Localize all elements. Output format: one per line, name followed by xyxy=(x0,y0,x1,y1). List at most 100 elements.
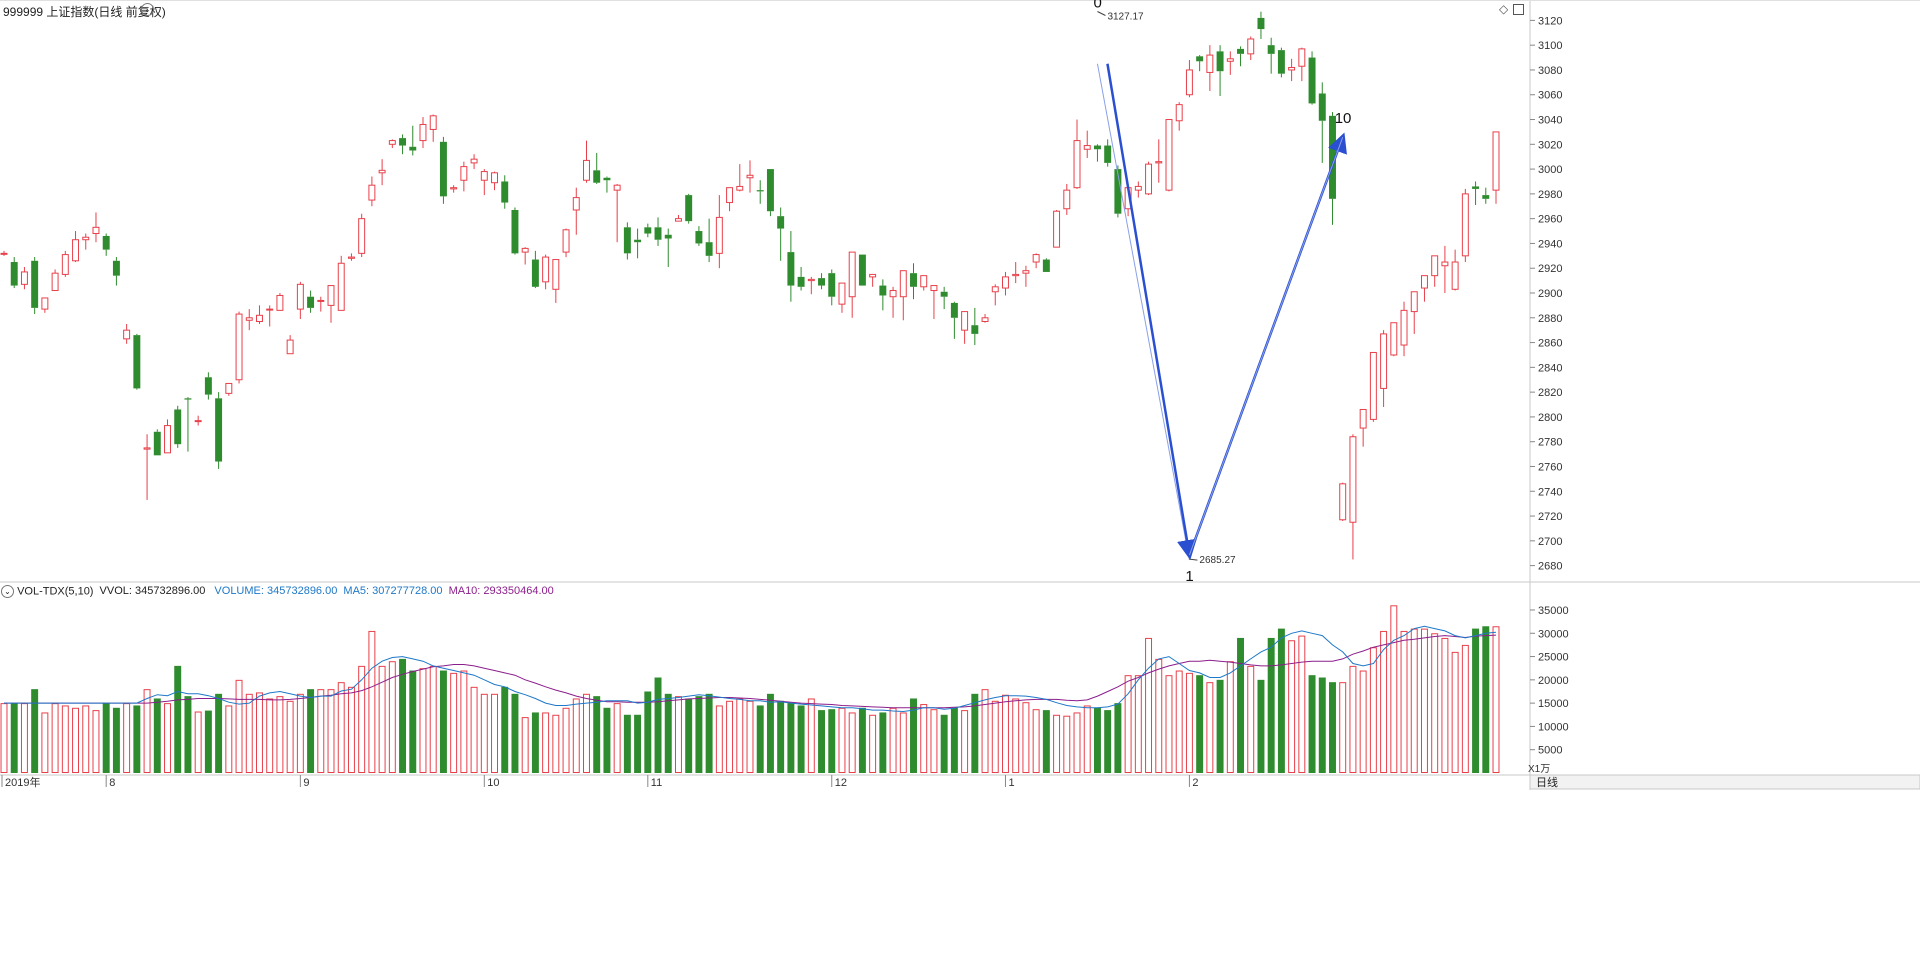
volume-bar xyxy=(296,693,304,774)
candle-body xyxy=(685,195,693,222)
volume-bar xyxy=(583,693,590,774)
price-tick-label: 3080 xyxy=(1538,65,1562,77)
candle-body xyxy=(1002,276,1009,289)
date-tick-label: 12 xyxy=(835,777,847,789)
volume-bar xyxy=(31,689,39,773)
candle-body xyxy=(1083,145,1091,150)
volume-bar xyxy=(1165,675,1173,773)
volume-bar xyxy=(1206,682,1214,774)
title-collapse-icon[interactable]: ⌄ xyxy=(141,3,154,16)
candle xyxy=(818,273,826,290)
candle-body xyxy=(695,231,703,244)
candle xyxy=(358,213,366,258)
candle xyxy=(82,233,90,250)
candle xyxy=(388,139,396,149)
candle xyxy=(572,187,580,235)
candle-body xyxy=(1472,186,1480,189)
candle-body xyxy=(981,317,989,323)
volume-bar xyxy=(991,700,999,773)
candle xyxy=(746,160,754,193)
volume-bar xyxy=(102,703,110,773)
candle xyxy=(1400,301,1408,357)
candle-body xyxy=(296,283,304,310)
volume-collapse-icon[interactable]: ⌄ xyxy=(1,585,14,598)
candle-body xyxy=(10,262,18,286)
price-tick-label: 3000 xyxy=(1538,164,1562,176)
candle-body xyxy=(1288,66,1296,71)
candle xyxy=(828,269,836,306)
volume-bar xyxy=(409,670,417,773)
candle xyxy=(1104,139,1112,167)
volume-bar xyxy=(123,703,131,774)
volume-bar xyxy=(307,689,315,773)
candle xyxy=(368,176,376,207)
candle xyxy=(1145,161,1153,196)
candle-body xyxy=(337,262,345,311)
candle xyxy=(1339,482,1347,521)
price-tick-label: 2680 xyxy=(1538,561,1562,573)
volume-bar xyxy=(1308,675,1316,773)
volume-bar xyxy=(266,698,274,774)
volume-bar xyxy=(644,691,652,773)
volume-bar xyxy=(72,707,80,774)
candle-body xyxy=(123,329,131,340)
candle-body xyxy=(531,259,539,287)
volume-bar xyxy=(1288,640,1296,773)
candle-body xyxy=(572,197,580,211)
candle-body xyxy=(1492,131,1500,191)
candle-body xyxy=(1420,275,1428,289)
candle xyxy=(419,117,427,149)
candle-body xyxy=(787,252,795,286)
candle-body xyxy=(991,286,999,293)
volume-bar xyxy=(51,703,59,774)
volume-bar xyxy=(1492,626,1500,773)
volume-indicator-name[interactable]: VOL-TDX(5,10) xyxy=(17,585,94,598)
candle-body xyxy=(1114,169,1122,214)
candle-body xyxy=(491,172,498,184)
volume-bar xyxy=(1472,628,1480,773)
volume-bar xyxy=(940,714,948,773)
price-tick-label: 2940 xyxy=(1538,238,1562,250)
candle xyxy=(950,301,958,339)
diamond-icon[interactable]: ◇ xyxy=(1499,2,1509,16)
candle-body xyxy=(950,302,958,318)
low-pointer xyxy=(1189,558,1198,561)
volume-bar xyxy=(1175,670,1183,773)
candle-body xyxy=(838,282,846,305)
candle-body xyxy=(1369,351,1377,420)
volume-bar xyxy=(1267,637,1275,773)
candle-body xyxy=(634,239,642,243)
volume-bar xyxy=(726,700,734,773)
candle xyxy=(1349,434,1357,560)
volume-bar xyxy=(1441,637,1449,774)
price-tick-label: 3060 xyxy=(1538,90,1562,102)
volume-bar xyxy=(153,698,161,773)
candle-body xyxy=(623,227,631,254)
volume-bar xyxy=(1339,682,1347,774)
volume-bar xyxy=(112,707,120,773)
candle-body xyxy=(603,177,611,181)
volume-bar xyxy=(215,693,223,773)
candle-body xyxy=(72,239,80,262)
candle xyxy=(603,176,611,193)
candle xyxy=(1196,55,1204,72)
candle xyxy=(1226,51,1234,75)
volume-bar xyxy=(1083,705,1091,773)
volume-bar xyxy=(511,693,519,773)
volume-bar xyxy=(245,693,253,774)
candle-body xyxy=(41,297,49,310)
candle xyxy=(296,281,304,320)
price-tick-label: 3040 xyxy=(1538,115,1562,127)
volume-bar xyxy=(41,712,49,774)
volume-bar xyxy=(92,710,100,773)
candle xyxy=(562,228,570,258)
candle-body xyxy=(1482,195,1490,199)
volume-bar xyxy=(1093,707,1101,773)
panel-toggle-icon[interactable] xyxy=(1513,4,1524,15)
candle xyxy=(194,415,202,426)
volume-bar xyxy=(82,705,90,773)
volume-bar xyxy=(1155,658,1163,774)
candle xyxy=(910,263,917,300)
candle xyxy=(1277,47,1285,78)
